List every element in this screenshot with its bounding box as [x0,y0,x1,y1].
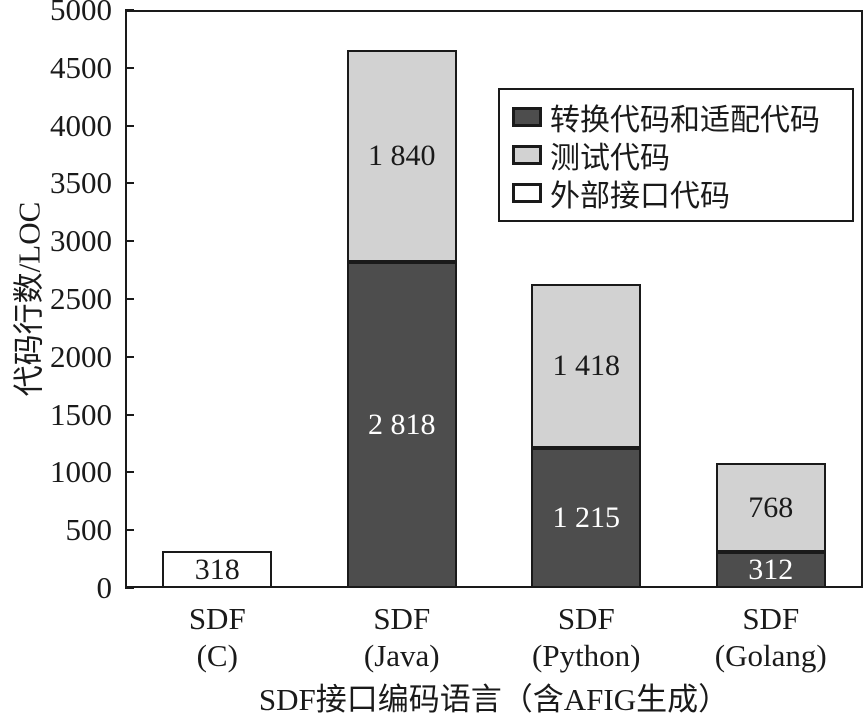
bar-value-label: 1 418 [552,348,621,382]
bar-value-label: 1 840 [368,138,436,172]
x-category-line2: (Java) [363,638,440,673]
y-tick-mark [125,529,134,532]
legend: 转换代码和适配代码 测试代码外部接口代码 [498,88,854,222]
x-category-label: SDF (C) [107,600,327,674]
bar-segment: 1 840 [346,49,457,263]
legend-swatch-icon [512,145,542,165]
legend-label: 测试代码 [550,142,670,175]
y-tick-mark [125,66,134,69]
y-tick-label: 2000 [50,338,112,374]
bar-segment: 1 215 [531,447,642,588]
bar-segment: 318 [162,551,273,588]
y-tick-mark [125,355,134,358]
y-tick-mark [125,471,134,474]
bar-value-label: 312 [748,552,794,586]
y-tick-mark [125,182,134,185]
bar-segment: 2 818 [346,262,457,588]
bar-value-label: 768 [748,490,794,524]
legend-item: 测试代码 [512,136,852,175]
y-tick-label: 4500 [50,49,112,85]
x-category-line1: SDF [188,601,246,636]
y-tick-label: 0 [96,570,113,605]
y-tick-mark [125,240,134,243]
bar-value-label: 318 [194,552,240,586]
bar-segment: 1 418 [531,283,642,448]
x-category-line1: SDF [373,601,431,636]
y-tick-label: 1000 [50,454,112,490]
y-tick-mark [125,413,134,416]
y-tick-label: 2500 [50,281,112,316]
y-tick-mark [125,587,134,589]
y-tick-mark [125,124,134,127]
legend-item: 外部接口代码 [512,174,852,213]
legend-item: 转换代码和适配代码 [512,98,852,137]
x-category-label: SDF (Java) [292,600,512,674]
x-category-line2: (Python) [532,638,641,673]
bar-segment: 312 [715,551,826,588]
x-category-line2: (C) [196,638,238,673]
x-category-line2: (Golang) [714,638,827,673]
y-tick-label: 500 [65,512,113,548]
bar-segment: 768 [715,463,826,552]
y-tick-label: 3000 [50,223,112,259]
x-axis-title: SDF接口编码语言（含AFIG生成） [258,682,730,717]
y-tick-mark [125,9,134,11]
y-tick-label: 5000 [50,0,112,27]
bar-value-label: 2 818 [368,408,436,442]
y-tick-label: 1500 [50,396,112,432]
y-tick-mark [125,298,134,300]
x-category-label: SDF (Golang) [661,600,867,674]
x-category-line1: SDF [742,601,800,636]
legend-label: 外部接口代码 [550,180,730,213]
x-category-line1: SDF [557,601,615,636]
bar-value-label: 1 215 [552,500,621,534]
y-tick-label: 4000 [50,107,112,143]
legend-swatch-icon [512,183,542,203]
x-category-label: SDF (Python) [476,600,696,674]
plot-area: 318 2 818 1 840 1 215 1 418 312 768 转换代码和适配代码测… [125,9,863,589]
y-tick-label: 3500 [50,165,112,201]
legend-label: 转换代码和适配代码 [550,104,820,137]
legend-swatch-icon [512,107,542,127]
